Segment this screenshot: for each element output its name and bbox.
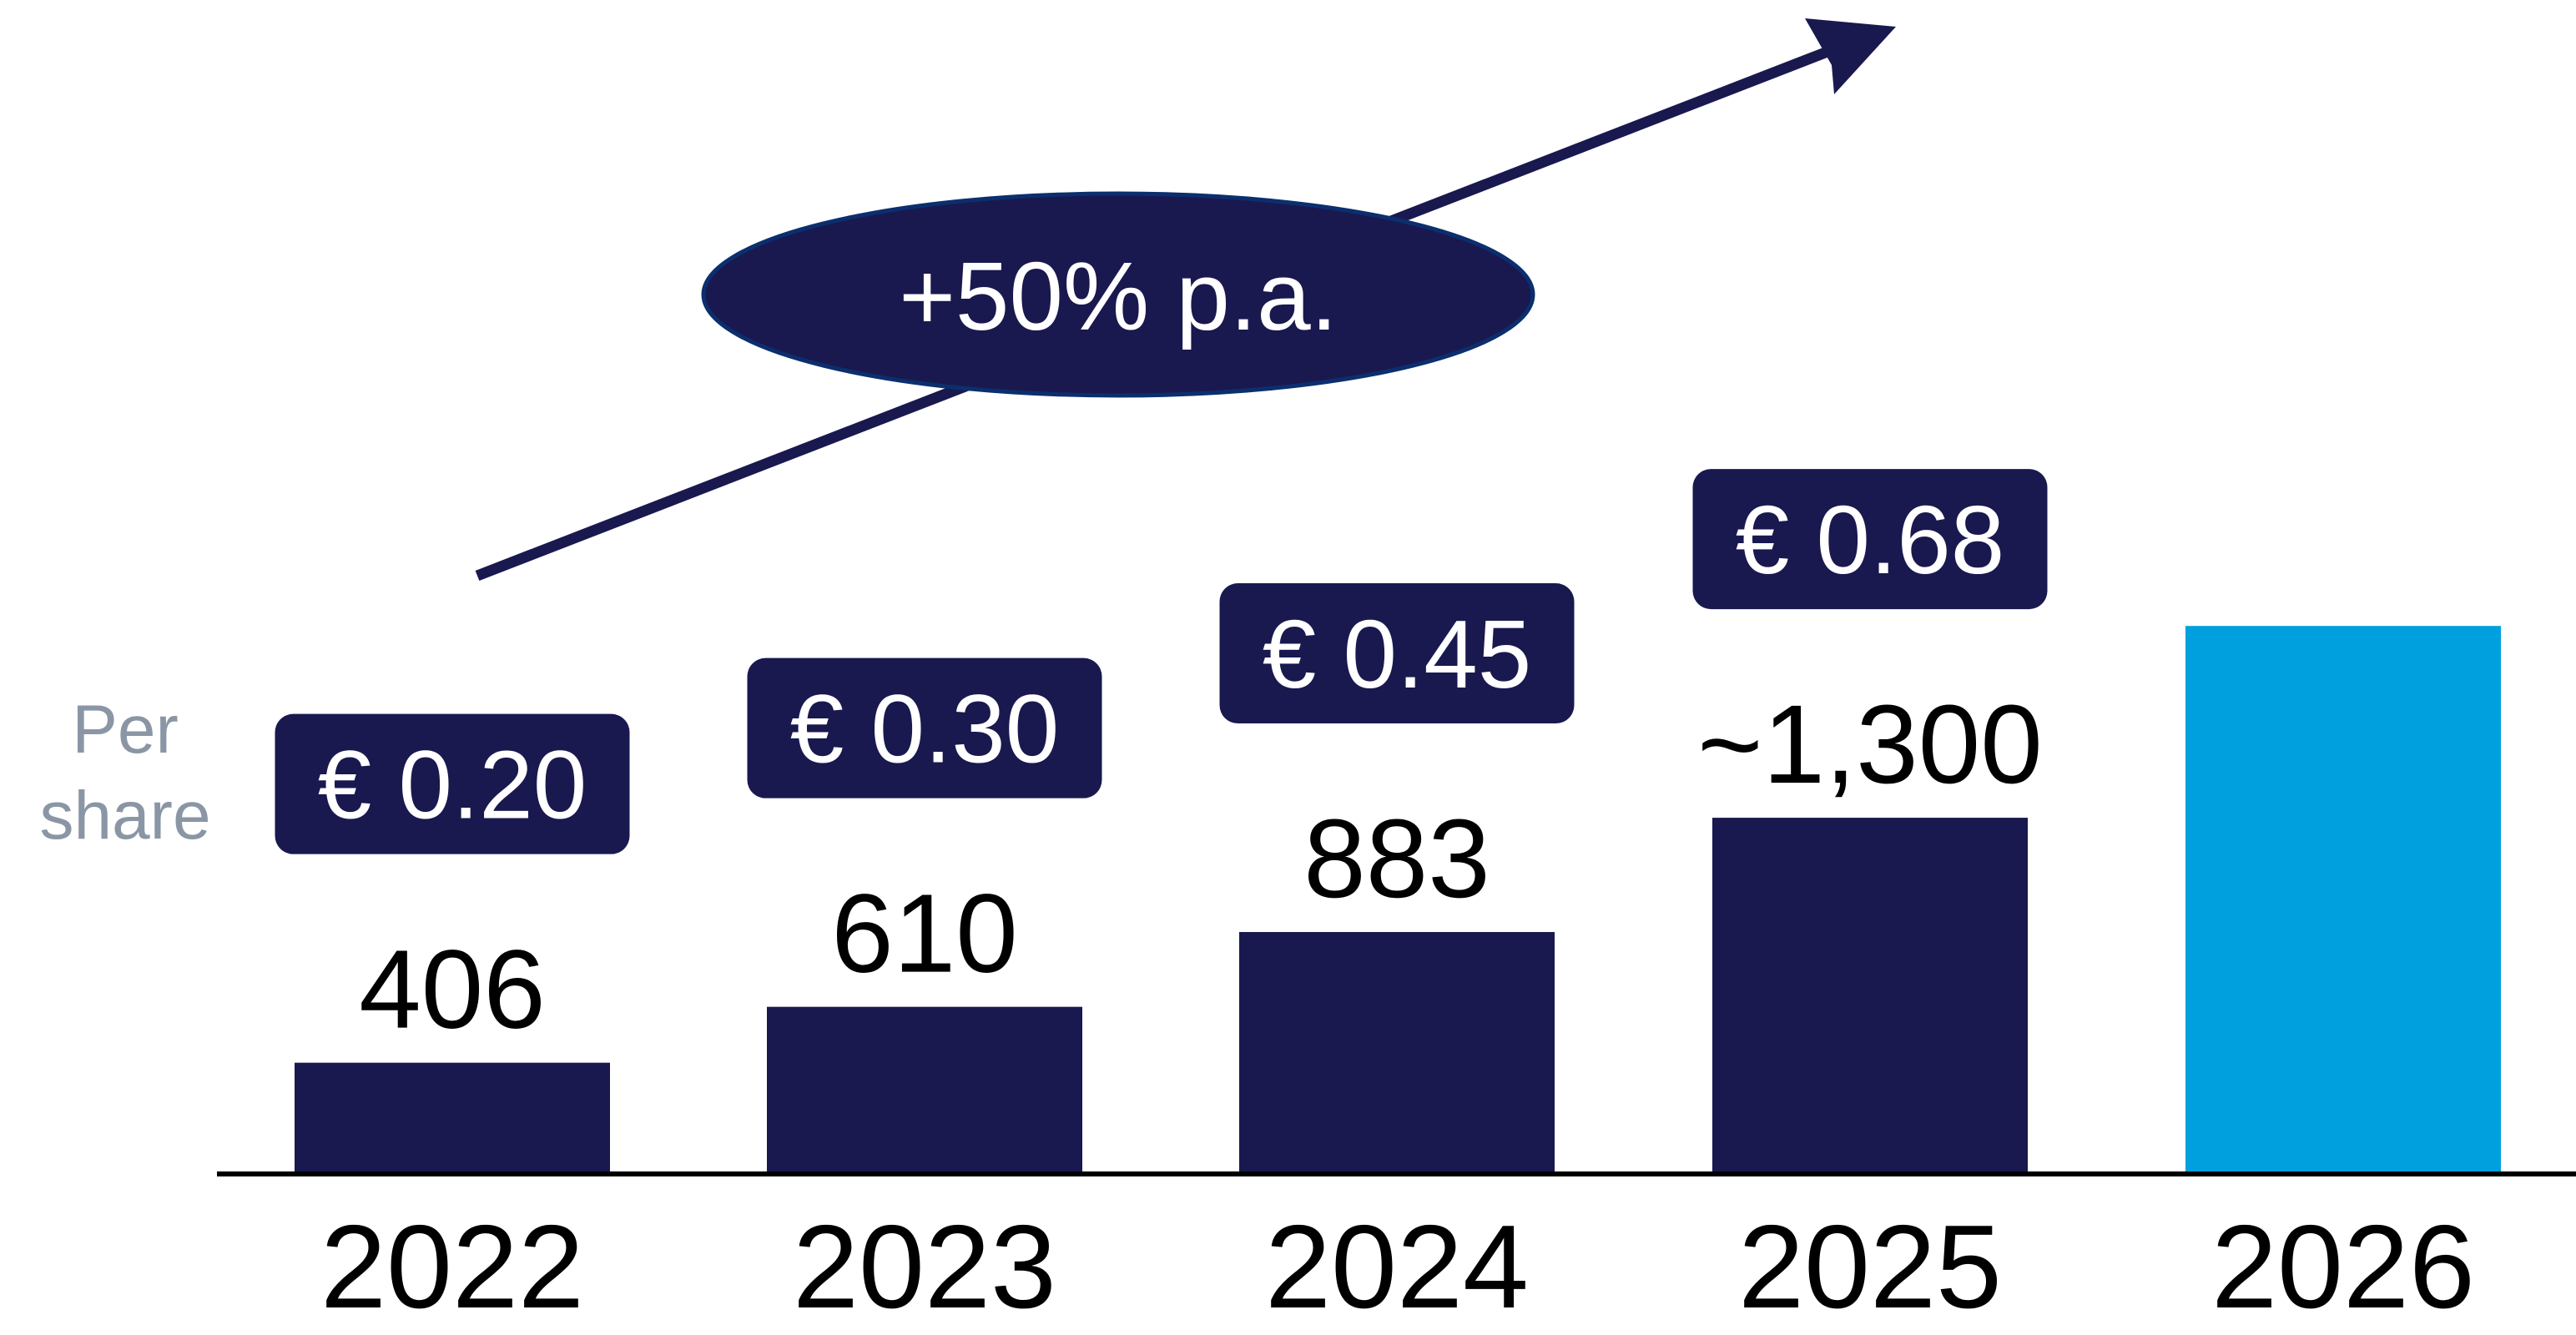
category-label-2026: 2026 <box>2211 1201 2475 1333</box>
per-share-badges-group: € 0.20 € 0.30 € 0.45 € 0.68 <box>275 469 2048 854</box>
growth-ellipse <box>701 191 1535 398</box>
bar-2023 <box>767 1006 1082 1174</box>
growth-arrow-head <box>1805 18 1896 94</box>
per-share-label-2024: € 0.45 <box>1263 600 1532 708</box>
value-label-2022: 406 <box>359 928 546 1052</box>
per-share-label-2023: € 0.30 <box>790 675 1060 783</box>
per-share-badge-2025 <box>1692 469 2048 610</box>
bar-2024 <box>1239 932 1555 1174</box>
growth-label: +50% p.a. <box>899 242 1338 350</box>
per-share-label-2022: € 0.20 <box>318 731 587 839</box>
per-share-label-line-1: Per <box>72 692 179 768</box>
value-label-2024: 883 <box>1303 797 1490 921</box>
per-share-badge-2024 <box>1219 583 1575 724</box>
per-share-badge-2022 <box>275 713 630 854</box>
per-share-label-line-2: share <box>39 778 210 854</box>
value-label-2023: 610 <box>831 872 1018 996</box>
value-labels-group: 406 610 883 ~1,300 <box>359 683 2043 1052</box>
category-label-2022: 2022 <box>320 1201 584 1333</box>
bar-2026 <box>2185 626 2501 1174</box>
bar-2025 <box>1712 818 2028 1174</box>
bar-2022 <box>295 1062 610 1174</box>
bars-group <box>295 626 2501 1174</box>
category-label-2024: 2024 <box>1265 1201 1529 1333</box>
category-label-2025: 2025 <box>1738 1201 2002 1333</box>
category-labels-group: 2022 2023 2024 2025 2026 <box>320 1201 2475 1333</box>
category-label-2023: 2023 <box>793 1201 1056 1333</box>
per-share-badge-2023 <box>747 657 1102 798</box>
value-label-2025: ~1,300 <box>1697 683 2043 807</box>
per-share-label-2025: € 0.68 <box>1736 486 2005 594</box>
